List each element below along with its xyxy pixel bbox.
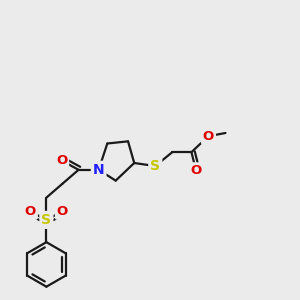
Text: O: O	[190, 164, 202, 177]
Text: O: O	[56, 154, 67, 167]
Text: N: N	[93, 163, 104, 177]
Text: S: S	[150, 159, 160, 173]
Text: O: O	[25, 205, 36, 218]
Text: O: O	[203, 130, 214, 142]
Text: S: S	[41, 213, 51, 227]
Text: O: O	[57, 205, 68, 218]
